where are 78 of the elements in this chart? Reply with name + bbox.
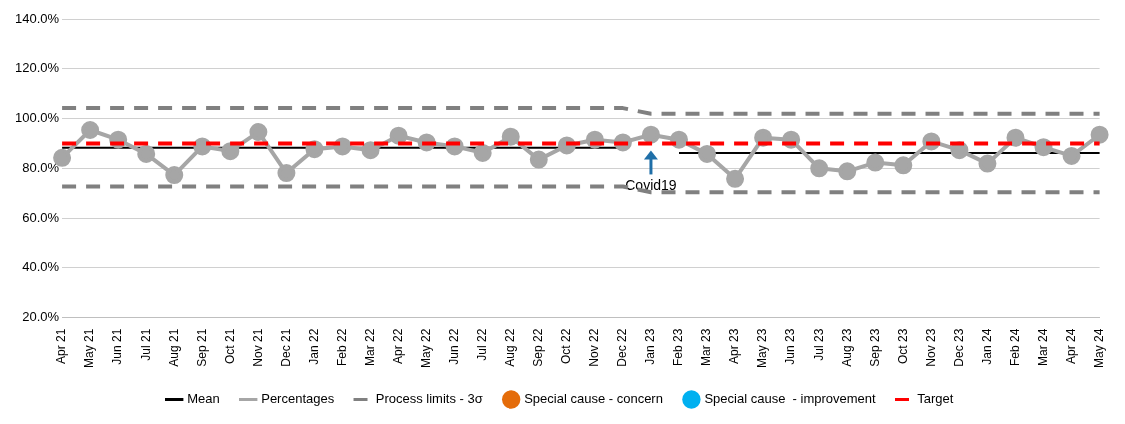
y-tick-label: 40.0% bbox=[22, 259, 60, 275]
x-tick-label: Feb 22 bbox=[334, 328, 349, 367]
y-tick-label: 140.0% bbox=[15, 10, 60, 26]
x-tick-label: Jul 21 bbox=[138, 328, 153, 361]
point bbox=[1090, 125, 1109, 144]
point bbox=[978, 154, 997, 173]
x-tick-label: Apr 23 bbox=[727, 328, 742, 365]
x-tick-label: Feb 23 bbox=[671, 328, 686, 367]
x-tick-label: Jul 22 bbox=[475, 328, 490, 361]
x-tick-label: Oct 23 bbox=[895, 328, 910, 365]
legend-label: Target bbox=[917, 391, 954, 407]
x-tick-label: May 24 bbox=[1091, 328, 1106, 369]
x-tick-label: Apr 24 bbox=[1063, 328, 1078, 365]
point bbox=[501, 127, 520, 146]
y-tick-label: 60.0% bbox=[22, 209, 60, 225]
point bbox=[810, 159, 829, 178]
point bbox=[137, 144, 156, 163]
x-tick-label: Dec 22 bbox=[615, 328, 630, 367]
x-tick-label: Nov 22 bbox=[587, 328, 602, 367]
x-tick-label: Jun 23 bbox=[783, 328, 798, 365]
y-tick-label: 100.0% bbox=[15, 110, 60, 126]
x-tick-label: Jun 21 bbox=[110, 328, 125, 365]
legend-label: Process limits - 3σ bbox=[375, 391, 483, 407]
annotation: Covid19 bbox=[625, 177, 677, 194]
point bbox=[165, 166, 184, 185]
x-tick-label: Mar 24 bbox=[1035, 328, 1050, 367]
point bbox=[277, 164, 296, 183]
point bbox=[221, 142, 240, 161]
x-tick-label: Jan 24 bbox=[979, 328, 994, 365]
point bbox=[81, 121, 100, 139]
point bbox=[838, 162, 857, 181]
x-tick-label: Mar 23 bbox=[699, 328, 714, 367]
point bbox=[894, 156, 913, 175]
x-tick-label: Aug 23 bbox=[839, 328, 854, 367]
x-tick-label: Aug 22 bbox=[503, 328, 518, 367]
point bbox=[1006, 128, 1025, 147]
x-tick-label: Oct 22 bbox=[559, 328, 574, 365]
point bbox=[389, 126, 408, 145]
point bbox=[249, 122, 268, 141]
point bbox=[361, 141, 380, 160]
legend-label: Percentages bbox=[261, 391, 335, 407]
legend-label: Mean bbox=[187, 391, 220, 407]
point bbox=[529, 150, 548, 169]
y-tick-label: 80.0% bbox=[22, 159, 60, 175]
x-tick-label: Jan 22 bbox=[306, 328, 321, 365]
x-tick-label: Jun 22 bbox=[446, 328, 461, 365]
x-tick-label: Dec 21 bbox=[278, 328, 293, 367]
point bbox=[698, 144, 717, 163]
x-tick-label: Nov 23 bbox=[923, 328, 938, 367]
point bbox=[1062, 146, 1081, 165]
x-tick-label: May 22 bbox=[418, 328, 433, 369]
point bbox=[1034, 138, 1053, 157]
x-tick-label: Aug 21 bbox=[166, 328, 181, 367]
x-tick-label: May 23 bbox=[755, 328, 770, 369]
x-tick-label: Sep 22 bbox=[531, 328, 546, 367]
point bbox=[669, 130, 688, 149]
x-tick-label: Apr 21 bbox=[54, 328, 69, 365]
point bbox=[473, 143, 492, 162]
point bbox=[866, 153, 885, 172]
point bbox=[641, 125, 660, 144]
x-tick-label: Apr 22 bbox=[390, 328, 405, 365]
x-tick-label: Jul 23 bbox=[811, 328, 826, 361]
x-tick-label: Mar 22 bbox=[362, 328, 377, 367]
x-tick-label: May 21 bbox=[82, 328, 97, 369]
point bbox=[726, 169, 745, 188]
x-tick-label: Nov 21 bbox=[250, 328, 265, 367]
point bbox=[333, 137, 352, 156]
legend-label: Special cause - concern bbox=[524, 391, 663, 407]
x-tick-label: Oct 21 bbox=[222, 328, 237, 365]
x-tick-label: Feb 24 bbox=[1007, 328, 1022, 367]
point bbox=[193, 137, 212, 156]
x-tick-label: Jan 23 bbox=[643, 328, 658, 365]
x-tick-label: Dec 23 bbox=[951, 328, 966, 367]
x-tick-label: Sep 23 bbox=[867, 328, 882, 367]
y-tick-label: 20.0% bbox=[22, 309, 60, 325]
y-tick-label: 120.0% bbox=[15, 60, 60, 76]
x-tick-label: Sep 21 bbox=[194, 328, 209, 367]
legend-label: Special cause - improvement bbox=[704, 391, 877, 407]
